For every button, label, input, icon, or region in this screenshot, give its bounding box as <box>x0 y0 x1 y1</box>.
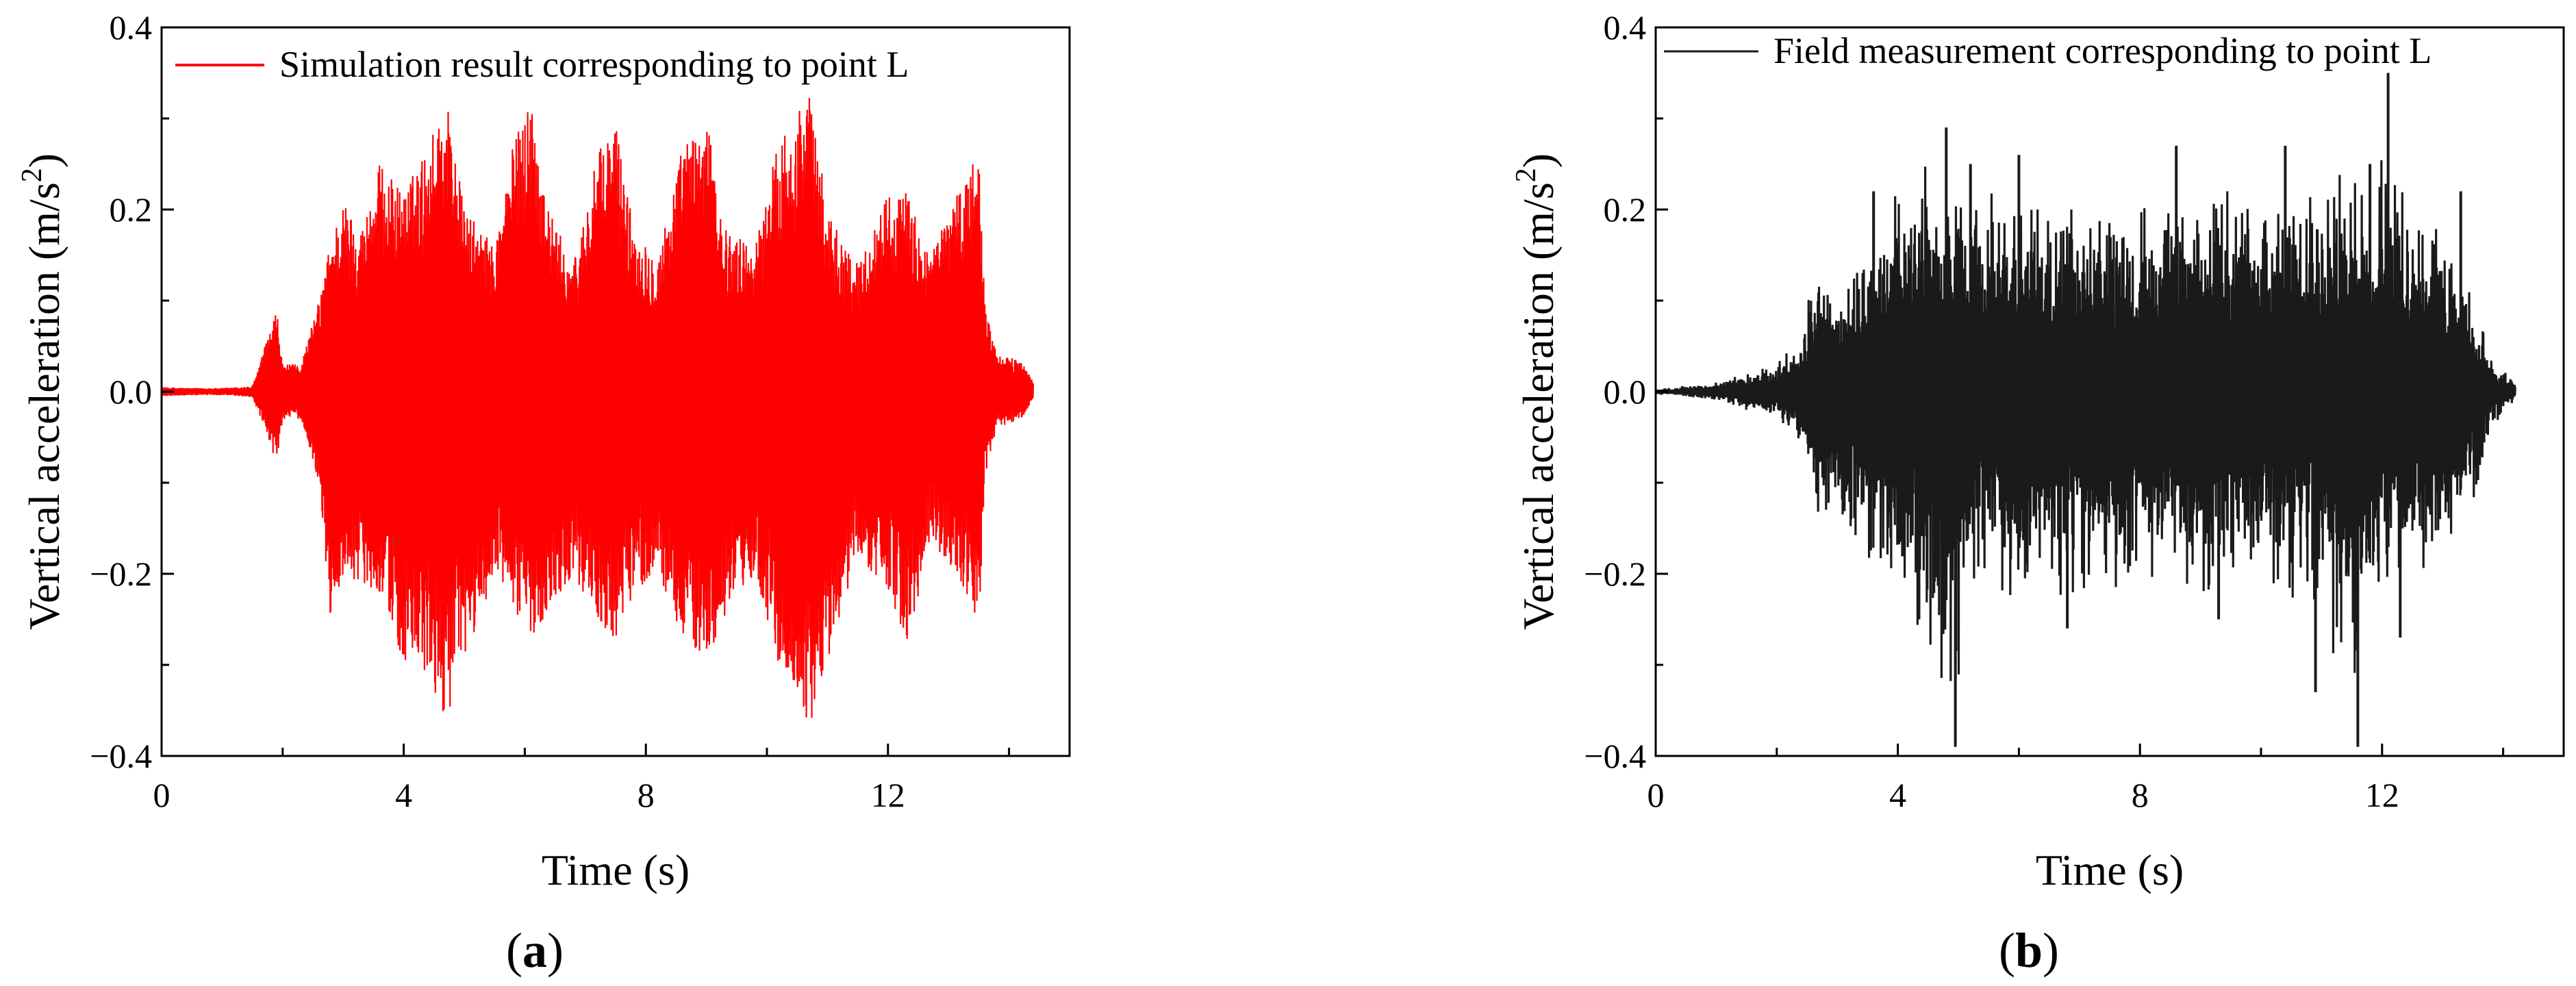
x-tick-label: 0 <box>1647 776 1665 814</box>
signal-line <box>1654 160 2516 681</box>
y-axis-title-sup-b: 2 <box>1511 168 1542 182</box>
y-axis-title-b: Vertical acceleration (m/s2) <box>1511 153 1563 630</box>
x-tick-label: 0 <box>153 776 171 814</box>
y-tick-label: 0.4 <box>1604 8 1647 47</box>
y-tick-label: −0.4 <box>90 737 152 775</box>
signal-trace-b <box>1654 73 2516 747</box>
x-axis-title-b: Time (s) <box>2036 846 2184 894</box>
x-tick-label: 8 <box>637 776 655 814</box>
signal-trace-a <box>160 98 1035 718</box>
y-tick-label: −0.4 <box>1584 737 1646 775</box>
y-axis-title-sup-a: 2 <box>16 168 48 182</box>
x-axis-b: 0 4 8 12 <box>1647 744 2505 814</box>
y-axis-title-end-b: ) <box>1514 153 1563 168</box>
y-axis-b: −0.4 −0.2 0.0 0.2 0.4 <box>1584 8 1668 775</box>
legend-label-b: Field measurement corresponding to point… <box>1773 30 2432 71</box>
y-tick-label: −0.2 <box>1584 555 1646 593</box>
y-tick-label: 0.4 <box>110 8 153 47</box>
x-tick-label: 12 <box>2365 776 2399 814</box>
legend-label-a: Simulation result corresponding to point… <box>279 44 909 85</box>
chart-panel-b: 0 4 8 12 −0.4 −0.2 0.0 0.2 0.4 Field measuremen… <box>1511 8 2565 978</box>
x-axis-title-a: Time (s) <box>542 846 690 894</box>
legend-a: Simulation result corresponding to point… <box>175 44 909 85</box>
chart-panel-a: 0 4 8 12 −0.4 −0.2 0.0 0.2 0.4 Simulation resul… <box>16 8 1071 978</box>
y-tick-label: 0.2 <box>1604 190 1647 229</box>
y-tick-label: 0.2 <box>110 190 153 229</box>
y-axis-title-main-b: Vertical acceleration (m/s <box>1514 182 1563 630</box>
panel-label-b: (b) <box>1999 923 2059 978</box>
x-tick-label: 8 <box>2132 776 2149 814</box>
y-tick-label: 0.0 <box>1604 372 1647 411</box>
y-axis-title-main-a: Vertical acceleration (m/s <box>20 182 68 630</box>
y-axis-title-end-a: ) <box>20 153 68 168</box>
x-axis-a: 0 4 8 12 <box>153 744 1011 814</box>
x-tick-label: 4 <box>395 776 412 814</box>
x-tick-label: 12 <box>871 776 905 814</box>
legend-b: Field measurement corresponding to point… <box>1664 30 2432 71</box>
y-tick-label: 0.0 <box>110 372 153 411</box>
panel-label-a: (a) <box>506 923 564 978</box>
y-axis-a: −0.4 −0.2 0.0 0.2 0.4 <box>90 8 174 775</box>
y-tick-label: −0.2 <box>90 555 152 593</box>
signal-line <box>160 98 1035 718</box>
y-axis-title-a: Vertical acceleration (m/s2) <box>16 153 68 630</box>
x-tick-label: 4 <box>1889 776 1906 814</box>
